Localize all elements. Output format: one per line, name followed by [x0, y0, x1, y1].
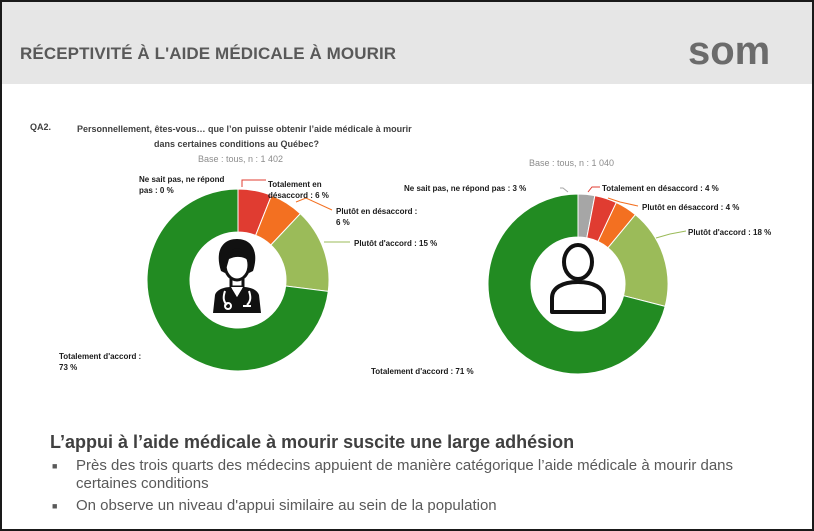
leader-line: [295, 197, 333, 211]
leader-line: [655, 230, 687, 239]
slice-totalement-accord: [487, 193, 666, 375]
page-title: RÉCEPTIVITÉ À L'AIDE MÉDICALE À MOURIR: [20, 44, 397, 63]
label-pop-plutot-desaccord: Plutôt en désaccord : 4 %: [642, 203, 740, 212]
base-label-doctors: Base : tous, n : 1 402: [198, 154, 284, 164]
leader-line: [560, 187, 569, 193]
summary-bullet: Près des trois quarts des médecins appui…: [50, 457, 770, 493]
leader-line: [607, 197, 639, 207]
slice-totalement-accord: [146, 188, 329, 372]
leader-line: [241, 179, 266, 187]
header-band: RÉCEPTIVITÉ À L'AIDE MÉDICALE À MOURIR s…: [2, 2, 812, 84]
label-doc-totalement-accord: Totalement d'accord :73 %: [59, 352, 142, 372]
question-line-2: dans certaines conditions au Québec?: [154, 139, 320, 149]
donut-doctors: [146, 188, 330, 372]
question-text: Personnellement, êtes-vous… que l’on pui…: [77, 122, 477, 152]
summary-bullet: On observe un niveau d'appui similaire a…: [50, 497, 770, 515]
question-number: QA2.: [30, 122, 52, 132]
label-pop-totalement-desaccord: Totalement en désaccord : 4 %: [602, 184, 719, 193]
summary-bullets: Près des trois quarts des médecins appui…: [50, 457, 770, 519]
label-pop-totalement-accord: Totalement d'accord : 71 %: [371, 367, 474, 376]
leader-lines: [241, 179, 687, 243]
som-logo: som: [688, 29, 770, 72]
logo-text: som: [688, 29, 770, 72]
donut-population: [487, 193, 669, 375]
label-pop-plutot-accord: Plutôt d'accord : 18 %: [688, 228, 772, 237]
summary-title: L’appui à l’aide médicale à mourir susci…: [50, 432, 575, 452]
label-doc-totalement-desaccord: Totalement en désaccord : 6 %: [268, 180, 329, 200]
label-doc-plutot-desaccord: Plutôt en désaccord :6 %: [336, 207, 418, 227]
doctor-icon: [213, 239, 261, 313]
person-icon: [550, 243, 606, 314]
label-doc-plutot-accord: Plutôt d'accord : 15 %: [354, 239, 438, 248]
question-line-1: Personnellement, êtes-vous… que l’on pui…: [77, 124, 412, 134]
leader-line: [587, 186, 600, 193]
label-pop-ne-sait-pas: Ne sait pas, ne répond pas : 3 %: [404, 184, 527, 193]
base-label-population: Base : tous, n : 1 040: [529, 158, 615, 168]
label-doc-ne-sait-pas: Ne sait pas, ne répond pas : 0 %: [139, 175, 225, 195]
